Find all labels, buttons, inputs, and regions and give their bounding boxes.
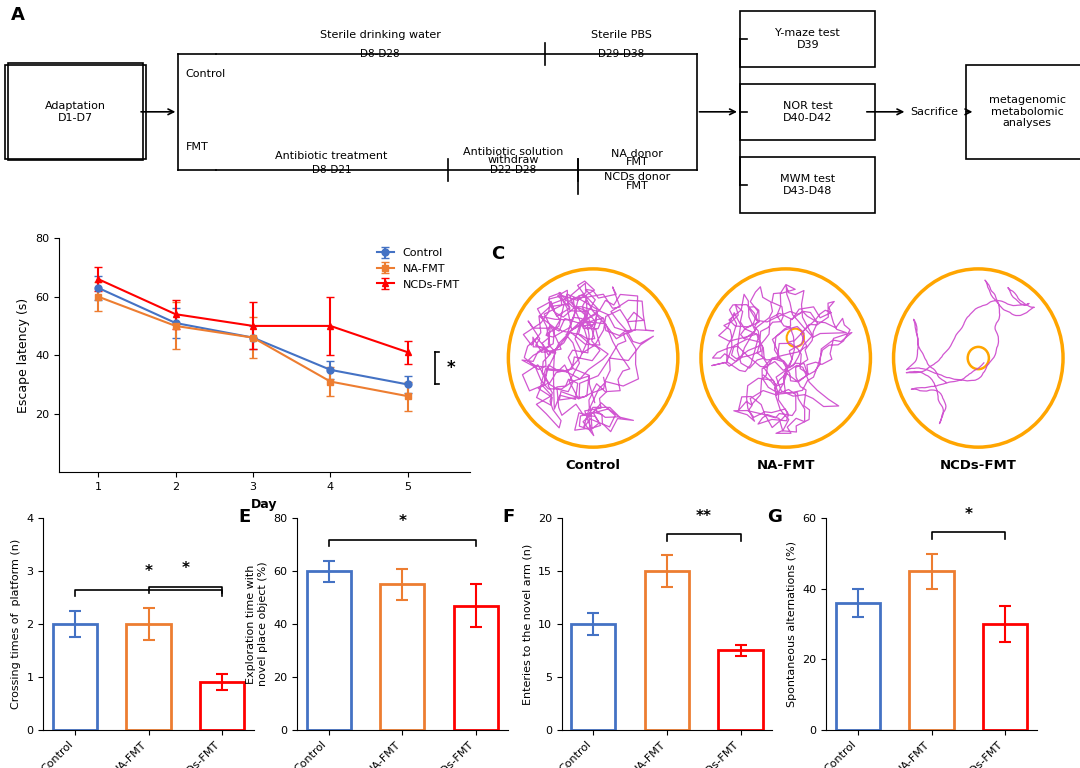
Y-axis label: Escape latency (s): Escape latency (s) — [17, 298, 30, 412]
Bar — [307, 571, 351, 730]
Text: FMT: FMT — [625, 157, 649, 167]
Bar — [200, 682, 244, 730]
Text: NA donor: NA donor — [611, 149, 663, 159]
Text: D22-D28: D22-D28 — [490, 165, 536, 175]
Text: MWM test
D43-D48: MWM test D43-D48 — [780, 174, 836, 196]
FancyBboxPatch shape — [741, 11, 876, 67]
Text: *: * — [446, 359, 455, 377]
Y-axis label: Crossing times of  platform (n): Crossing times of platform (n) — [11, 539, 21, 709]
Text: *: * — [181, 561, 189, 577]
Text: Control: Control — [186, 69, 226, 79]
Text: Y-maze test
D39: Y-maze test D39 — [775, 28, 840, 49]
Bar — [645, 571, 689, 730]
Text: Adaptation
D1-D7: Adaptation D1-D7 — [45, 101, 106, 123]
FancyBboxPatch shape — [741, 84, 876, 140]
Text: D29-D38: D29-D38 — [598, 48, 644, 59]
Y-axis label: Exploration time with
novel place object (%): Exploration time with novel place object… — [246, 561, 268, 687]
Bar — [380, 584, 424, 730]
FancyBboxPatch shape — [5, 65, 146, 159]
Text: C: C — [491, 244, 504, 263]
Bar — [126, 624, 171, 730]
Text: FMT: FMT — [186, 142, 208, 152]
Text: *: * — [145, 564, 152, 579]
Text: F: F — [502, 508, 515, 526]
Text: NCDs donor: NCDs donor — [604, 172, 671, 183]
Text: Sterile PBS: Sterile PBS — [591, 31, 651, 41]
Bar — [571, 624, 616, 730]
Text: D8-D21: D8-D21 — [312, 165, 351, 175]
Text: NOR test
D40-D42: NOR test D40-D42 — [783, 101, 833, 123]
Text: *: * — [399, 514, 406, 529]
Text: Control: Control — [566, 459, 621, 472]
Text: Sacrifice: Sacrifice — [910, 107, 958, 117]
FancyBboxPatch shape — [966, 65, 1080, 159]
Bar — [983, 624, 1027, 730]
Text: A: A — [11, 6, 25, 25]
Text: withdraw: withdraw — [487, 155, 539, 165]
Text: FMT: FMT — [625, 181, 649, 191]
FancyBboxPatch shape — [741, 157, 876, 213]
Text: Antibiotic treatment: Antibiotic treatment — [275, 151, 388, 161]
Text: NCDs-FMT: NCDs-FMT — [940, 459, 1016, 472]
Bar — [909, 571, 954, 730]
Text: G: G — [767, 508, 782, 526]
Text: NA-FMT: NA-FMT — [756, 459, 815, 472]
Legend: Control, NA-FMT, NCDs-FMT: Control, NA-FMT, NCDs-FMT — [373, 243, 464, 294]
Text: metagenomic
metabolomic
analyses: metagenomic metabolomic analyses — [988, 95, 1066, 128]
Bar — [53, 624, 97, 730]
Text: Antibiotic solution: Antibiotic solution — [463, 147, 563, 157]
Text: Sterile drinking water: Sterile drinking water — [320, 31, 441, 41]
Text: E: E — [238, 508, 251, 526]
Text: D8-D28: D8-D28 — [361, 48, 400, 59]
X-axis label: Day: Day — [252, 498, 278, 511]
Text: **: ** — [696, 508, 712, 524]
Bar — [454, 605, 498, 730]
Text: *: * — [964, 507, 972, 522]
Y-axis label: Spontaneous alternations (%): Spontaneous alternations (%) — [787, 541, 797, 707]
Bar — [836, 603, 880, 730]
Y-axis label: Enteries to the novel arm (n): Enteries to the novel arm (n) — [523, 544, 532, 704]
Bar — [718, 650, 762, 730]
